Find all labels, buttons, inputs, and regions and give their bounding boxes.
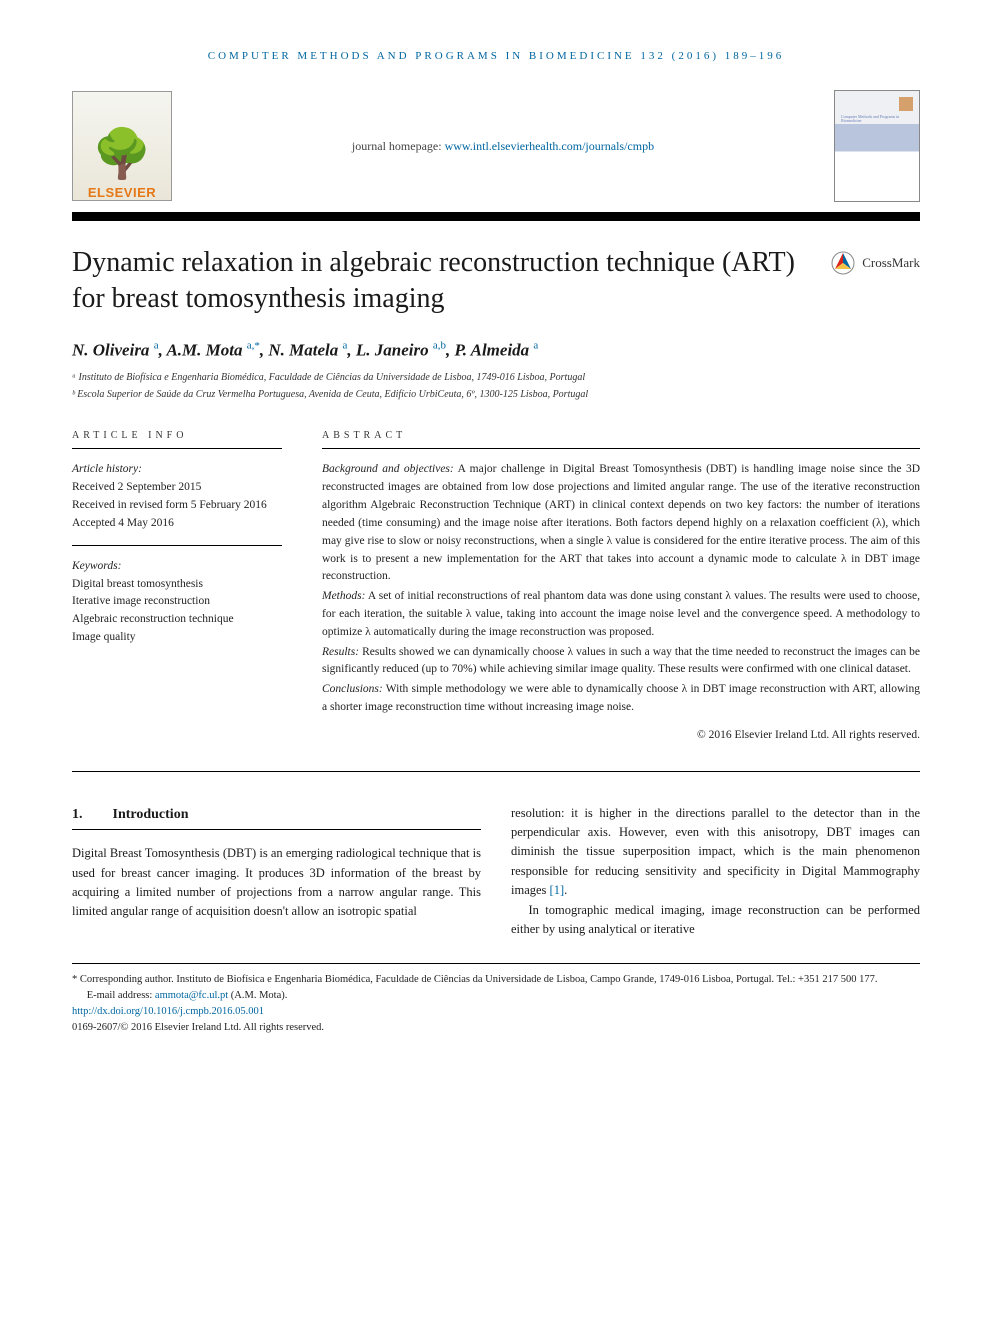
abstract-body: Background and objectives: A major chall… xyxy=(322,461,920,744)
abstract-results-text: Results showed we can dynamically choose… xyxy=(322,646,920,676)
doi-link[interactable]: http://dx.doi.org/10.1016/j.cmpb.2016.05… xyxy=(72,1006,264,1017)
abstract-heading: ABSTRACT xyxy=(322,430,920,449)
keyword: Digital breast tomosynthesis xyxy=(72,576,282,594)
email-line: E-mail address: ammota@fc.ul.pt (A.M. Mo… xyxy=(72,988,920,1004)
running-head: computer methods and programs in biomedi… xyxy=(72,50,920,62)
keywords-block: Keywords: Digital breast tomosynthesisIt… xyxy=(72,558,282,647)
abstract-conclusions-text: With simple methodology we were able to … xyxy=(322,683,920,713)
tree-icon: 🌳 xyxy=(92,131,152,179)
corr-text: Instituto de Biofísica e Engenharia Biom… xyxy=(174,974,878,985)
abstract-column: ABSTRACT Background and objectives: A ma… xyxy=(322,430,920,746)
keyword: Iterative image reconstruction xyxy=(72,593,282,611)
doi-line: http://dx.doi.org/10.1016/j.cmpb.2016.05… xyxy=(72,1004,920,1020)
section-1-para-1a: Digital Breast Tomosynthesis (DBT) is an… xyxy=(72,844,481,922)
abstract-copyright: © 2016 Elsevier Ireland Ltd. All rights … xyxy=(322,727,920,745)
publisher-logo[interactable]: 🌳 ELSEVIER xyxy=(72,91,172,201)
citation-1[interactable]: [1] xyxy=(550,883,565,897)
section-1-para-1b: resolution: it is higher in the directio… xyxy=(511,804,920,901)
section-1-para-2: In tomographic medical imaging, image re… xyxy=(511,901,920,940)
section-1-title: Introduction xyxy=(113,804,189,826)
keywords-label: Keywords: xyxy=(72,558,282,576)
crossmark-label: CrossMark xyxy=(862,255,920,271)
authors: N. Oliveira a, A.M. Mota a,*, N. Matela … xyxy=(72,340,920,361)
article-history: Article history: Received 2 September 20… xyxy=(72,461,282,545)
keywords-list: Digital breast tomosynthesisIterative im… xyxy=(72,576,282,647)
email-author: (A.M. Mota). xyxy=(228,990,287,1001)
divider-bar xyxy=(72,215,920,221)
article-info-heading: ARTICLE INFO xyxy=(72,430,282,449)
corresponding-author: * Corresponding author. Instituto de Bio… xyxy=(72,972,920,988)
journal-homepage: journal homepage: www.intl.elsevierhealt… xyxy=(194,139,812,154)
abstract-results-label: Results: xyxy=(322,646,359,658)
section-1-heading: 1. Introduction xyxy=(72,804,481,831)
journal-cover-text: Computer Methods and Programs in Biomedi… xyxy=(841,115,919,124)
affiliations: ᵃ Instituto de Biofísica e Engenharia Bi… xyxy=(72,370,920,402)
history-revised: Received in revised form 5 February 2016 xyxy=(72,497,282,515)
email-label: E-mail address: xyxy=(87,990,155,1001)
section-1-para-1b-end: . xyxy=(564,883,567,897)
publisher-logo-text: ELSEVIER xyxy=(88,185,156,200)
corr-label: * Corresponding author. xyxy=(72,974,174,985)
history-label: Article history: xyxy=(72,461,282,479)
abstract-methods-label: Methods: xyxy=(322,590,365,602)
footnotes: * Corresponding author. Instituto de Bio… xyxy=(72,963,920,1035)
journal-homepage-label: journal homepage: xyxy=(352,139,445,153)
article-title: Dynamic relaxation in algebraic reconstr… xyxy=(72,245,807,318)
abstract-conclusions: Conclusions: With simple methodology we … xyxy=(322,681,920,717)
crossmark-badge[interactable]: CrossMark xyxy=(831,245,920,275)
section-1-number: 1. xyxy=(72,804,83,826)
abstract-background-text: A major challenge in Digital Breast Tomo… xyxy=(322,463,920,582)
journal-homepage-link[interactable]: www.intl.elsevierhealth.com/journals/cmp… xyxy=(445,139,655,153)
abstract-results: Results: Results showed we can dynamical… xyxy=(322,644,920,680)
abstract-methods-text: A set of initial reconstructions of real… xyxy=(322,590,920,638)
affiliation: ᵇ Escola Superior de Saúde da Cruz Verme… xyxy=(72,387,920,402)
header-row: 🌳 ELSEVIER journal homepage: www.intl.el… xyxy=(72,90,920,215)
abstract-background-label: Background and objectives: xyxy=(322,463,454,475)
history-received: Received 2 September 2015 xyxy=(72,479,282,497)
keyword: Algebraic reconstruction technique xyxy=(72,611,282,629)
keyword: Image quality xyxy=(72,629,282,647)
abstract-conclusions-label: Conclusions: xyxy=(322,683,383,695)
article-info-column: ARTICLE INFO Article history: Received 2… xyxy=(72,430,282,746)
crossmark-icon xyxy=(831,251,855,275)
affiliation: ᵃ Instituto de Biofísica e Engenharia Bi… xyxy=(72,370,920,385)
email-link[interactable]: ammota@fc.ul.pt xyxy=(155,990,228,1001)
meta-row: ARTICLE INFO Article history: Received 2… xyxy=(72,430,920,771)
journal-cover-thumbnail[interactable]: Computer Methods and Programs in Biomedi… xyxy=(834,90,920,202)
abstract-methods: Methods: A set of initial reconstruction… xyxy=(322,588,920,641)
abstract-background: Background and objectives: A major chall… xyxy=(322,461,920,586)
body-columns: 1. Introduction Digital Breast Tomosynth… xyxy=(72,804,920,940)
title-row: Dynamic relaxation in algebraic reconstr… xyxy=(72,245,920,318)
history-accepted: Accepted 4 May 2016 xyxy=(72,515,282,533)
issn-copyright: 0169-2607/© 2016 Elsevier Ireland Ltd. A… xyxy=(72,1020,920,1036)
section-1-para-1b-text: resolution: it is higher in the directio… xyxy=(511,806,920,898)
